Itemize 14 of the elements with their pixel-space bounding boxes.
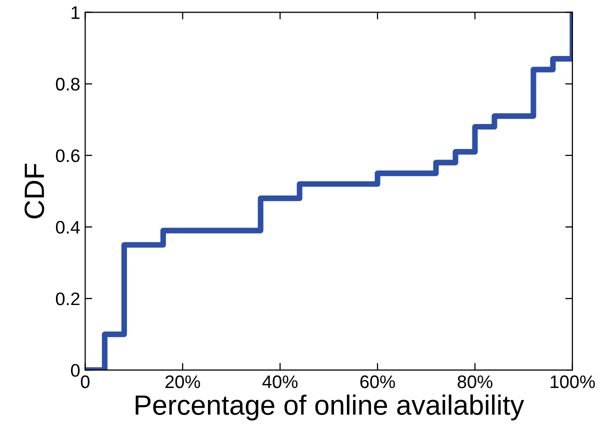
x-tick-label: 80% [458,375,492,388]
y-tick-label: 0 [71,364,80,377]
y-axis-title: CDF [24,164,44,218]
x-tick-label: 20% [165,375,200,388]
y-tick-label: 0.4 [56,220,80,234]
y-tick-label: 0.8 [56,78,80,91]
x-axis-title: Percentage of online availability [136,394,524,420]
x-tick-label: 100% [550,375,595,388]
y-tick-label: 1 [72,6,80,19]
x-tick-label: 40% [262,375,298,388]
y-tick-label: 0.2 [56,292,80,306]
x-tick-label: 0 [80,375,90,388]
y-tick-label: 0.6 [56,149,80,162]
x-tick-label: 60% [360,375,395,388]
